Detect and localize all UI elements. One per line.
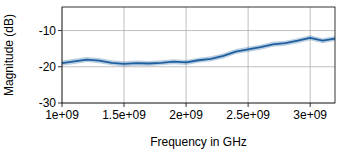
line [62, 38, 335, 64]
tick-label: 3e+09 [293, 108, 327, 122]
plot-area [62, 7, 335, 103]
tick-label: -20 [39, 60, 57, 74]
grid-line [310, 7, 311, 103]
tick [58, 66, 62, 67]
tick [58, 30, 62, 31]
tick-label: 2e+09 [169, 108, 203, 122]
tick-label: 1e+09 [45, 108, 79, 122]
y-axis-label: Magnitude (dB) [2, 14, 16, 96]
grid-line [248, 7, 249, 103]
x-axis-label: Frequency in GHz [150, 135, 247, 149]
tick [62, 103, 63, 107]
tick [248, 103, 249, 107]
tick [186, 103, 187, 107]
grid-line [62, 66, 335, 67]
chart: -30-20-101e+091.5e+092e+092.5e+093e+09Fr… [0, 0, 338, 156]
grid-line [62, 30, 335, 31]
plot-data [62, 35, 335, 66]
grid-line [124, 7, 125, 103]
tick-label: -10 [39, 24, 57, 38]
tick [310, 103, 311, 107]
uncertainty-band [62, 35, 335, 66]
tick [58, 103, 62, 104]
tick [124, 103, 125, 107]
tick-label: 2.5e+09 [226, 108, 270, 122]
plot-frame [62, 7, 335, 103]
tick-label: 1.5e+09 [102, 108, 146, 122]
grid-line [186, 7, 187, 103]
